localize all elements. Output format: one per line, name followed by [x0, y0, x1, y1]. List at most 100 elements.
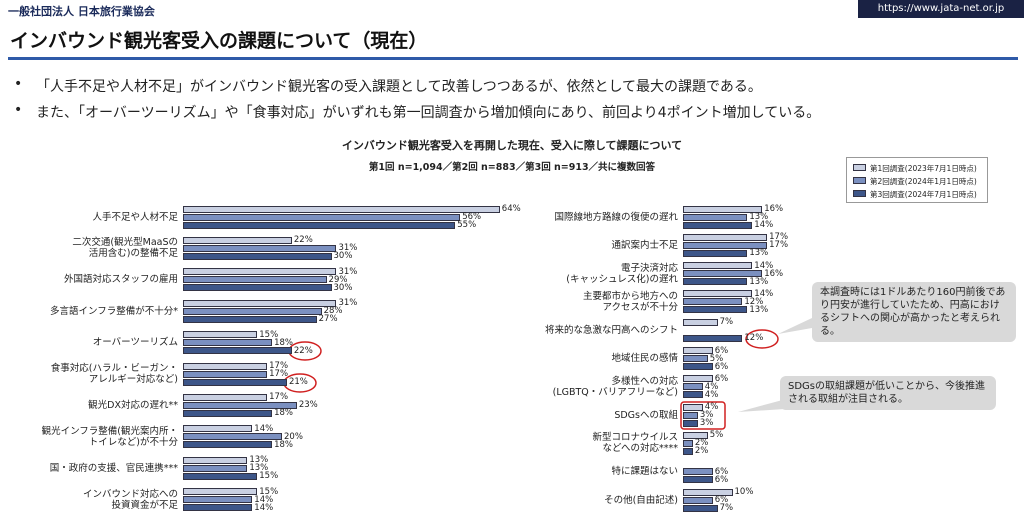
value-label: 14%: [254, 494, 274, 505]
value-label: 18%: [274, 408, 293, 419]
value-label: 17%: [769, 232, 789, 243]
bar: [683, 298, 743, 306]
bar: [183, 299, 337, 307]
category-label: その他(自由記述): [604, 494, 678, 506]
bar: [183, 347, 292, 355]
bar: [683, 419, 698, 427]
bar: [683, 278, 748, 286]
legend-swatch: [853, 190, 866, 197]
value-label: 14%: [754, 288, 774, 299]
bar: [183, 339, 273, 347]
bar: [683, 496, 713, 504]
bar: [683, 205, 763, 213]
value-label: 2%: [694, 446, 709, 457]
value-label: 3%: [699, 418, 714, 429]
top-bar: 一般社団法人 日本旅行業協会 https://www.jata-net.or.j…: [0, 0, 1024, 22]
value-label: 30%: [333, 251, 353, 262]
value-label: 13%: [249, 463, 269, 474]
value-label: 4%: [704, 402, 719, 413]
value-label: 18%: [274, 337, 293, 348]
bar: [683, 249, 748, 257]
value-label: 20%: [284, 431, 303, 442]
bar: [183, 409, 273, 417]
bar: [683, 213, 748, 221]
category-label: インバウンド対応への 投資資金が不足: [82, 488, 178, 511]
value-label: 28%: [323, 306, 343, 317]
legend-label: 第3回調査(2024年7月1日時点): [870, 190, 977, 199]
value-label: 64%: [501, 204, 521, 214]
value-label: 17%: [769, 240, 789, 251]
title-rule: [8, 57, 1018, 60]
legend-label: 第1回調査(2023年7月1日時点): [870, 164, 977, 173]
value-label: 31%: [338, 298, 358, 309]
bar: [683, 375, 713, 383]
bar: [183, 496, 253, 504]
bar: [183, 268, 337, 276]
bar: [183, 488, 258, 496]
bar: [683, 411, 698, 419]
bar: [683, 383, 703, 391]
bar: [183, 401, 297, 409]
value-label: 6%: [714, 474, 729, 485]
value-label: 13%: [749, 248, 769, 259]
category-label: 将来的な急激な円高へのシフト: [544, 324, 678, 336]
value-label: 17%: [269, 369, 289, 379]
category-label: 二次交通(観光型MaaSの 活用含む)の整備不足: [72, 237, 178, 260]
bar: [683, 221, 753, 229]
category-label: 多様性への対応 (LGBTQ・バリアフリーなど): [552, 375, 678, 398]
category-label: 特に課題はない: [611, 466, 678, 478]
bar: [183, 378, 287, 386]
bar: [683, 391, 703, 399]
value-label: 31%: [338, 266, 358, 277]
legend: 第1回調査(2023年7月1日時点) 第2回調査(2024年1月1日時点) 第3回調…: [846, 157, 988, 203]
value-label: 7%: [719, 317, 734, 328]
value-label: 14%: [254, 502, 274, 513]
value-label: 6%: [714, 361, 729, 372]
bar: [683, 355, 708, 362]
url: https://www.jata-net.or.jp: [858, 0, 1024, 18]
bar: [683, 468, 713, 476]
value-label: 14%: [754, 260, 774, 271]
category-label: 外国語対応スタッフの雇用: [63, 274, 178, 286]
value-label: 17%: [269, 361, 289, 371]
slide-title: インバウンド観光客受入の課題について（現在）: [10, 30, 428, 52]
bar: [183, 464, 248, 472]
highlight-circle: [745, 329, 779, 349]
bar: [183, 504, 253, 512]
value-label: 6%: [714, 495, 729, 505]
category-label: 通訳案内士不足: [611, 239, 678, 251]
legend-swatch: [853, 177, 866, 184]
bar: [683, 504, 718, 512]
bar: [683, 347, 713, 354]
value-label: 13%: [249, 455, 269, 466]
org-name: 一般社団法人 日本旅行業協会: [8, 5, 155, 18]
value-label: 30%: [333, 282, 353, 293]
value-label: 15%: [259, 486, 279, 497]
chart-title: インバウンド観光客受入を再開した現在、受入に際して課題について: [341, 139, 683, 152]
bar: [683, 241, 768, 249]
value-label: 22%: [293, 235, 313, 246]
chart-subtitle: 第1回 n=1,094／第2回 n=883／第3回 n=913／共に複数回答: [368, 162, 656, 173]
value-label: 14%: [754, 220, 774, 230]
bar: [183, 362, 268, 370]
bar: [683, 431, 708, 439]
value-label: 13%: [749, 276, 769, 287]
bar: [183, 213, 461, 221]
category-label: 電子決済対応 (キャッシュレス化)の遅れ: [566, 262, 678, 285]
category-label: 主要都市から地方への アクセスが不十分: [582, 290, 678, 313]
value-label: 10%: [734, 487, 754, 497]
bar: [183, 244, 337, 252]
category-label: 観光インフラ整備(観光案内所・ トイレなど)が不十分: [41, 425, 178, 448]
value-label: 4%: [704, 381, 719, 392]
bar: [183, 393, 268, 401]
bar: [183, 236, 292, 244]
callout-pointer: [778, 318, 812, 334]
bar: [683, 488, 733, 496]
bar: [183, 331, 258, 339]
bar: [183, 425, 253, 433]
bar: [683, 403, 703, 411]
bar: [683, 318, 718, 326]
value-label: 56%: [462, 212, 482, 222]
